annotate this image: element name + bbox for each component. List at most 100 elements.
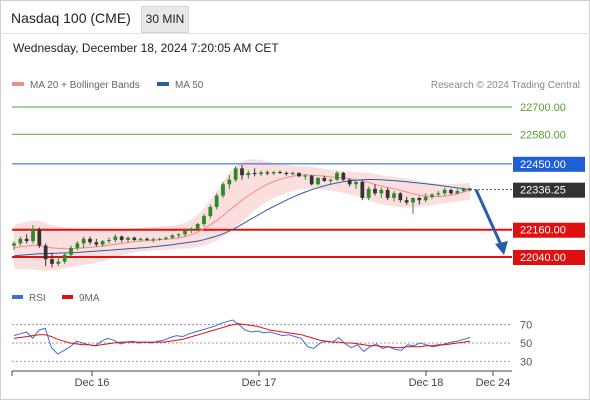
- legend-ma50: MA 50: [157, 80, 203, 91]
- candle-body: [189, 228, 194, 231]
- candle-body: [183, 230, 187, 235]
- candle-body: [126, 237, 130, 240]
- candle-body: [449, 189, 453, 194]
- legend-ma20-label: MA 20 + Bollinger Bands: [30, 80, 140, 91]
- level-label-22336.25: 22336.25: [520, 185, 566, 197]
- level-label-22450.00: 22450.00: [520, 159, 566, 171]
- x-tick-label: Dec 17: [242, 377, 277, 389]
- candle-body: [12, 243, 16, 246]
- x-tick-label: Dec 16: [75, 377, 110, 389]
- candle-body: [335, 172, 339, 180]
- x-tick-label: Dec 24: [476, 377, 511, 389]
- candle-body: [214, 195, 219, 207]
- candle-body: [119, 236, 124, 240]
- ma50-swatch-icon: [157, 82, 169, 86]
- candle-body: [455, 191, 460, 194]
- rsi-9ma-line: [13, 323, 471, 349]
- legend-9ma-label: 9MA: [79, 293, 100, 304]
- candle-body: [392, 193, 396, 198]
- candle-body: [107, 239, 111, 242]
- candle-body: [417, 197, 422, 201]
- legend-9ma: 9MA: [62, 293, 100, 304]
- timeframe-button[interactable]: 30 MIN: [141, 6, 189, 33]
- candle-body: [69, 247, 73, 255]
- candle-body: [151, 239, 156, 241]
- rsi-swatch-icon: [12, 295, 23, 299]
- candle-body: [379, 189, 384, 194]
- rsi-tick-label: 30: [520, 356, 532, 368]
- ma20-line: [13, 174, 471, 250]
- candle-body: [468, 188, 472, 190]
- candle-body: [202, 216, 206, 225]
- 9ma-swatch-icon: [62, 295, 73, 299]
- candle-body: [157, 238, 162, 240]
- level-tag-22040.00: [513, 250, 585, 265]
- candle-body: [75, 243, 80, 248]
- candle-body: [341, 172, 346, 180]
- candle-body: [373, 188, 377, 194]
- candle-body: [18, 238, 23, 244]
- candle-body: [195, 224, 200, 229]
- level-label-22580.00: 22580.00: [520, 129, 566, 141]
- candle-body: [442, 189, 447, 194]
- candle-body: [309, 175, 314, 185]
- candle-body: [88, 238, 92, 243]
- candle-body: [290, 172, 295, 175]
- level-tag-22160.00: [513, 222, 585, 238]
- candle-body: [411, 197, 415, 203]
- candle-body: [316, 177, 320, 185]
- candle-body: [278, 172, 282, 173]
- legend-ma50-label: MA 50: [175, 80, 204, 91]
- legend-ma20: MA 20 + Bollinger Bands: [12, 80, 140, 91]
- candle-body: [240, 168, 244, 176]
- level-tag-22450.00: [513, 156, 585, 172]
- candle-body: [233, 168, 238, 180]
- x-tick-label: Dec 18: [409, 377, 444, 389]
- projection-arrow-shaft: [474, 189, 504, 248]
- candle-body: [265, 172, 270, 174]
- candle-body: [227, 179, 232, 185]
- ma50-line: [13, 179, 471, 257]
- rsi-tick-label: 70: [520, 320, 532, 332]
- ma20-swatch-icon: [12, 82, 24, 86]
- candle-body: [221, 184, 225, 196]
- candle-body: [132, 237, 137, 240]
- candle-body: [252, 172, 257, 175]
- candle-body: [259, 172, 263, 175]
- candle-body: [404, 200, 409, 203]
- candle-body: [94, 242, 99, 245]
- candle-body: [24, 238, 29, 242]
- candle-body: [328, 179, 333, 181]
- candle-body: [322, 177, 327, 181]
- candle-body: [398, 193, 403, 201]
- timestamp: Wednesday, December 18, 2024 7:20:05 AM …: [13, 41, 279, 55]
- candle-body: [354, 182, 358, 185]
- candle-body: [366, 188, 371, 198]
- level-label-22040.00: 22040.00: [520, 252, 566, 264]
- projection-arrow-head-icon: [495, 241, 508, 255]
- candle-body: [81, 238, 86, 244]
- candle-body: [170, 235, 175, 238]
- instrument-title: Nasdaq 100 (CME): [11, 10, 131, 26]
- level-tag-22336.25: [513, 182, 585, 198]
- candle-body: [62, 254, 67, 262]
- level-label-22700.00: 22700.00: [520, 102, 566, 114]
- candle-body: [113, 236, 118, 240]
- candle-body: [246, 172, 251, 176]
- candle-body: [164, 237, 168, 239]
- level-label-22160.00: 22160.00: [520, 225, 566, 237]
- candle-body: [145, 238, 149, 240]
- candle-body: [436, 193, 441, 195]
- candle-body: [303, 175, 308, 177]
- candle-body: [297, 172, 301, 177]
- candle-body: [43, 245, 48, 260]
- credit-text: Research © 2024 Trading Central: [430, 80, 580, 91]
- candle-body: [100, 241, 105, 245]
- candle-body: [271, 172, 276, 174]
- candle-body: [430, 194, 434, 197]
- candle-body: [385, 189, 390, 198]
- candle-body: [176, 234, 181, 236]
- candle-body: [37, 229, 42, 246]
- rsi-tick-label: 50: [520, 338, 532, 350]
